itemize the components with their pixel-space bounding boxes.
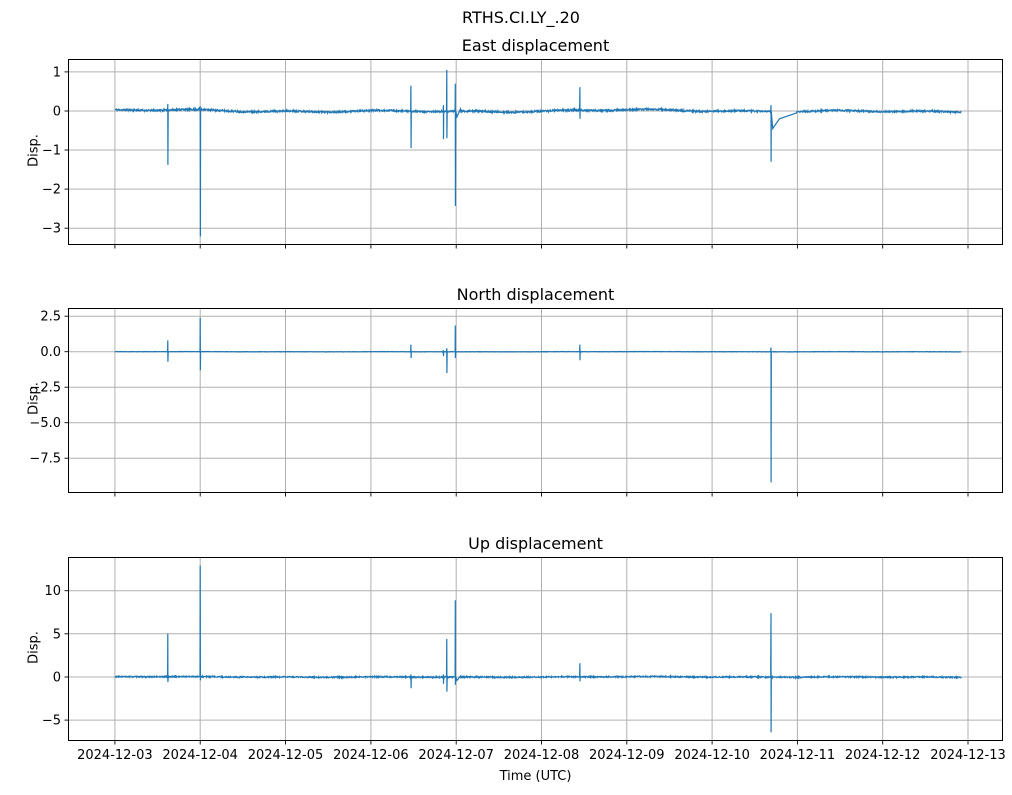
axes-spines (68, 308, 1003, 493)
x-axis-tick-labels: 2024-12-03 2024-12-04 2024-12-05 2024-12-06… (0, 748, 1012, 766)
y-tick-label: 0.0 (40, 345, 61, 360)
displacement-line (114, 317, 962, 483)
x-tick-label: 2024-12-12 (844, 748, 921, 763)
subplot-title-north: North displacement (456, 285, 615, 304)
axes-spines (68, 59, 1003, 245)
up-y-axis-label: Disp. (26, 631, 42, 664)
y-tick-label: −7.5 (29, 452, 61, 467)
y-tick-label: −5.0 (29, 416, 61, 431)
y-tick-label: 0 (53, 671, 61, 686)
y-tick-label: −5 (42, 714, 61, 729)
y-tick-label: −1 (42, 144, 61, 159)
x-tick-label: 2024-12-09 (589, 748, 665, 763)
x-axis-label: Time (UTC) (499, 769, 572, 784)
displacement-line (114, 565, 962, 733)
x-tick-label: 2024-12-03 (77, 748, 153, 763)
figure-title: RTHS.CI.LY_.20 (462, 8, 580, 27)
subplot-title-east: East displacement (461, 36, 610, 55)
displacement-line (114, 69, 962, 237)
subplot-title-up: Up displacement (468, 534, 603, 553)
x-tick-label: 2024-12-06 (333, 748, 409, 763)
y-tick-label: −3 (42, 222, 61, 237)
x-tick-label: 2024-12-11 (759, 748, 836, 763)
x-tick-label: 2024-12-08 (503, 748, 580, 763)
x-tick-label: 2024-12-04 (162, 748, 238, 763)
x-tick-label: 2024-12-07 (418, 748, 494, 763)
y-tick-label: 2.5 (40, 310, 61, 325)
up-displacement-chart: 10 5 0 −5 (42, 557, 1003, 745)
east-displacement-chart: 1 0 −1 −2 −3 (42, 59, 1003, 249)
y-tick-label: 1 (53, 65, 61, 80)
x-tick-label: 2024-12-13 (930, 748, 1006, 763)
x-tick-label: 2024-12-10 (674, 748, 750, 763)
x-tick-label: 2024-12-05 (247, 748, 324, 763)
y-tick-label: −2 (42, 183, 61, 198)
east-y-axis-label: Disp. (26, 134, 42, 167)
y-tick-label: 5 (53, 627, 61, 642)
axes-spines (68, 557, 1003, 741)
y-tick-label: 0 (53, 105, 61, 120)
y-tick-label: 10 (44, 584, 61, 599)
y-tick-label: −2.5 (29, 381, 61, 396)
north-displacement-chart: 2.5 0.0 −2.5 −5.0 −7.5 (29, 308, 1003, 497)
